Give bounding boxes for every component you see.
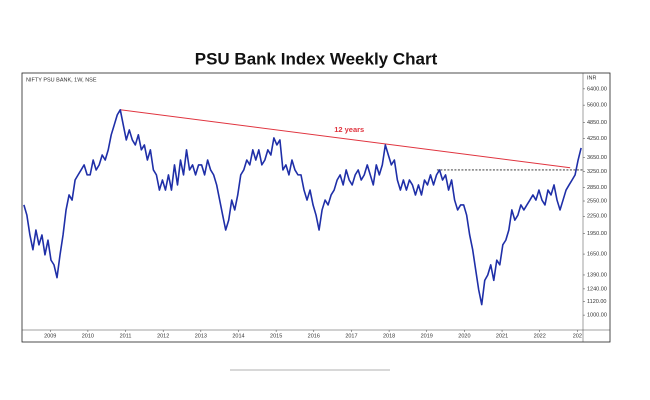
x-tick-label: 2009 (44, 333, 56, 339)
chart-title: PSU Bank Index Weekly Chart (195, 49, 438, 68)
annotation: 12 years (334, 125, 364, 134)
y-tick-label: 1950.00 (587, 231, 607, 237)
x-tick-label: 2016 (308, 333, 320, 339)
x-tick-label: 202 (573, 333, 582, 339)
chart-frame (21, 72, 611, 343)
x-tick-label: 2021 (496, 333, 508, 339)
y-tick-label: 2550.00 (587, 198, 607, 204)
x-tick-label: 2017 (345, 333, 357, 339)
y-tick-label: 2250.00 (587, 214, 607, 220)
x-tick-label: 2013 (195, 333, 207, 339)
chart-subtitle: NIFTY PSU BANK, 1W, NSE (26, 77, 97, 83)
y-tick-label: 5600.00 (587, 103, 607, 109)
y-tick-label: 6400.00 (587, 86, 607, 92)
y-tick-label: 2850.00 (587, 185, 607, 191)
x-tick-label: 2011 (120, 333, 132, 339)
y-axis-label: INR (587, 75, 597, 81)
x-tick-label: 2019 (421, 333, 433, 339)
y-tick-label: 1390.00 (587, 272, 607, 278)
x-tick-label: 2012 (157, 333, 169, 339)
price-line (23, 109, 582, 306)
x-tick-label: 2022 (534, 333, 546, 339)
x-tick-label: 2018 (383, 333, 395, 339)
y-tick-label: 1120.00 (587, 299, 606, 305)
x-tick-label: 2014 (232, 333, 244, 339)
y-tick-label: 4250.00 (587, 136, 607, 142)
y-tick-label: 3650.00 (587, 155, 607, 161)
x-tick-label: 2010 (82, 333, 94, 339)
y-tick-label: 1000.00 (587, 313, 607, 319)
y-tick-label: 1240.00 (587, 286, 607, 292)
y-tick-label: 1650.00 (587, 252, 607, 258)
x-tick-label: 2020 (458, 333, 470, 339)
trendline (120, 109, 571, 169)
y-tick-label: 3250.00 (587, 169, 607, 175)
y-tick-label: 4850.00 (587, 120, 607, 126)
x-tick-label: 2015 (270, 333, 282, 339)
